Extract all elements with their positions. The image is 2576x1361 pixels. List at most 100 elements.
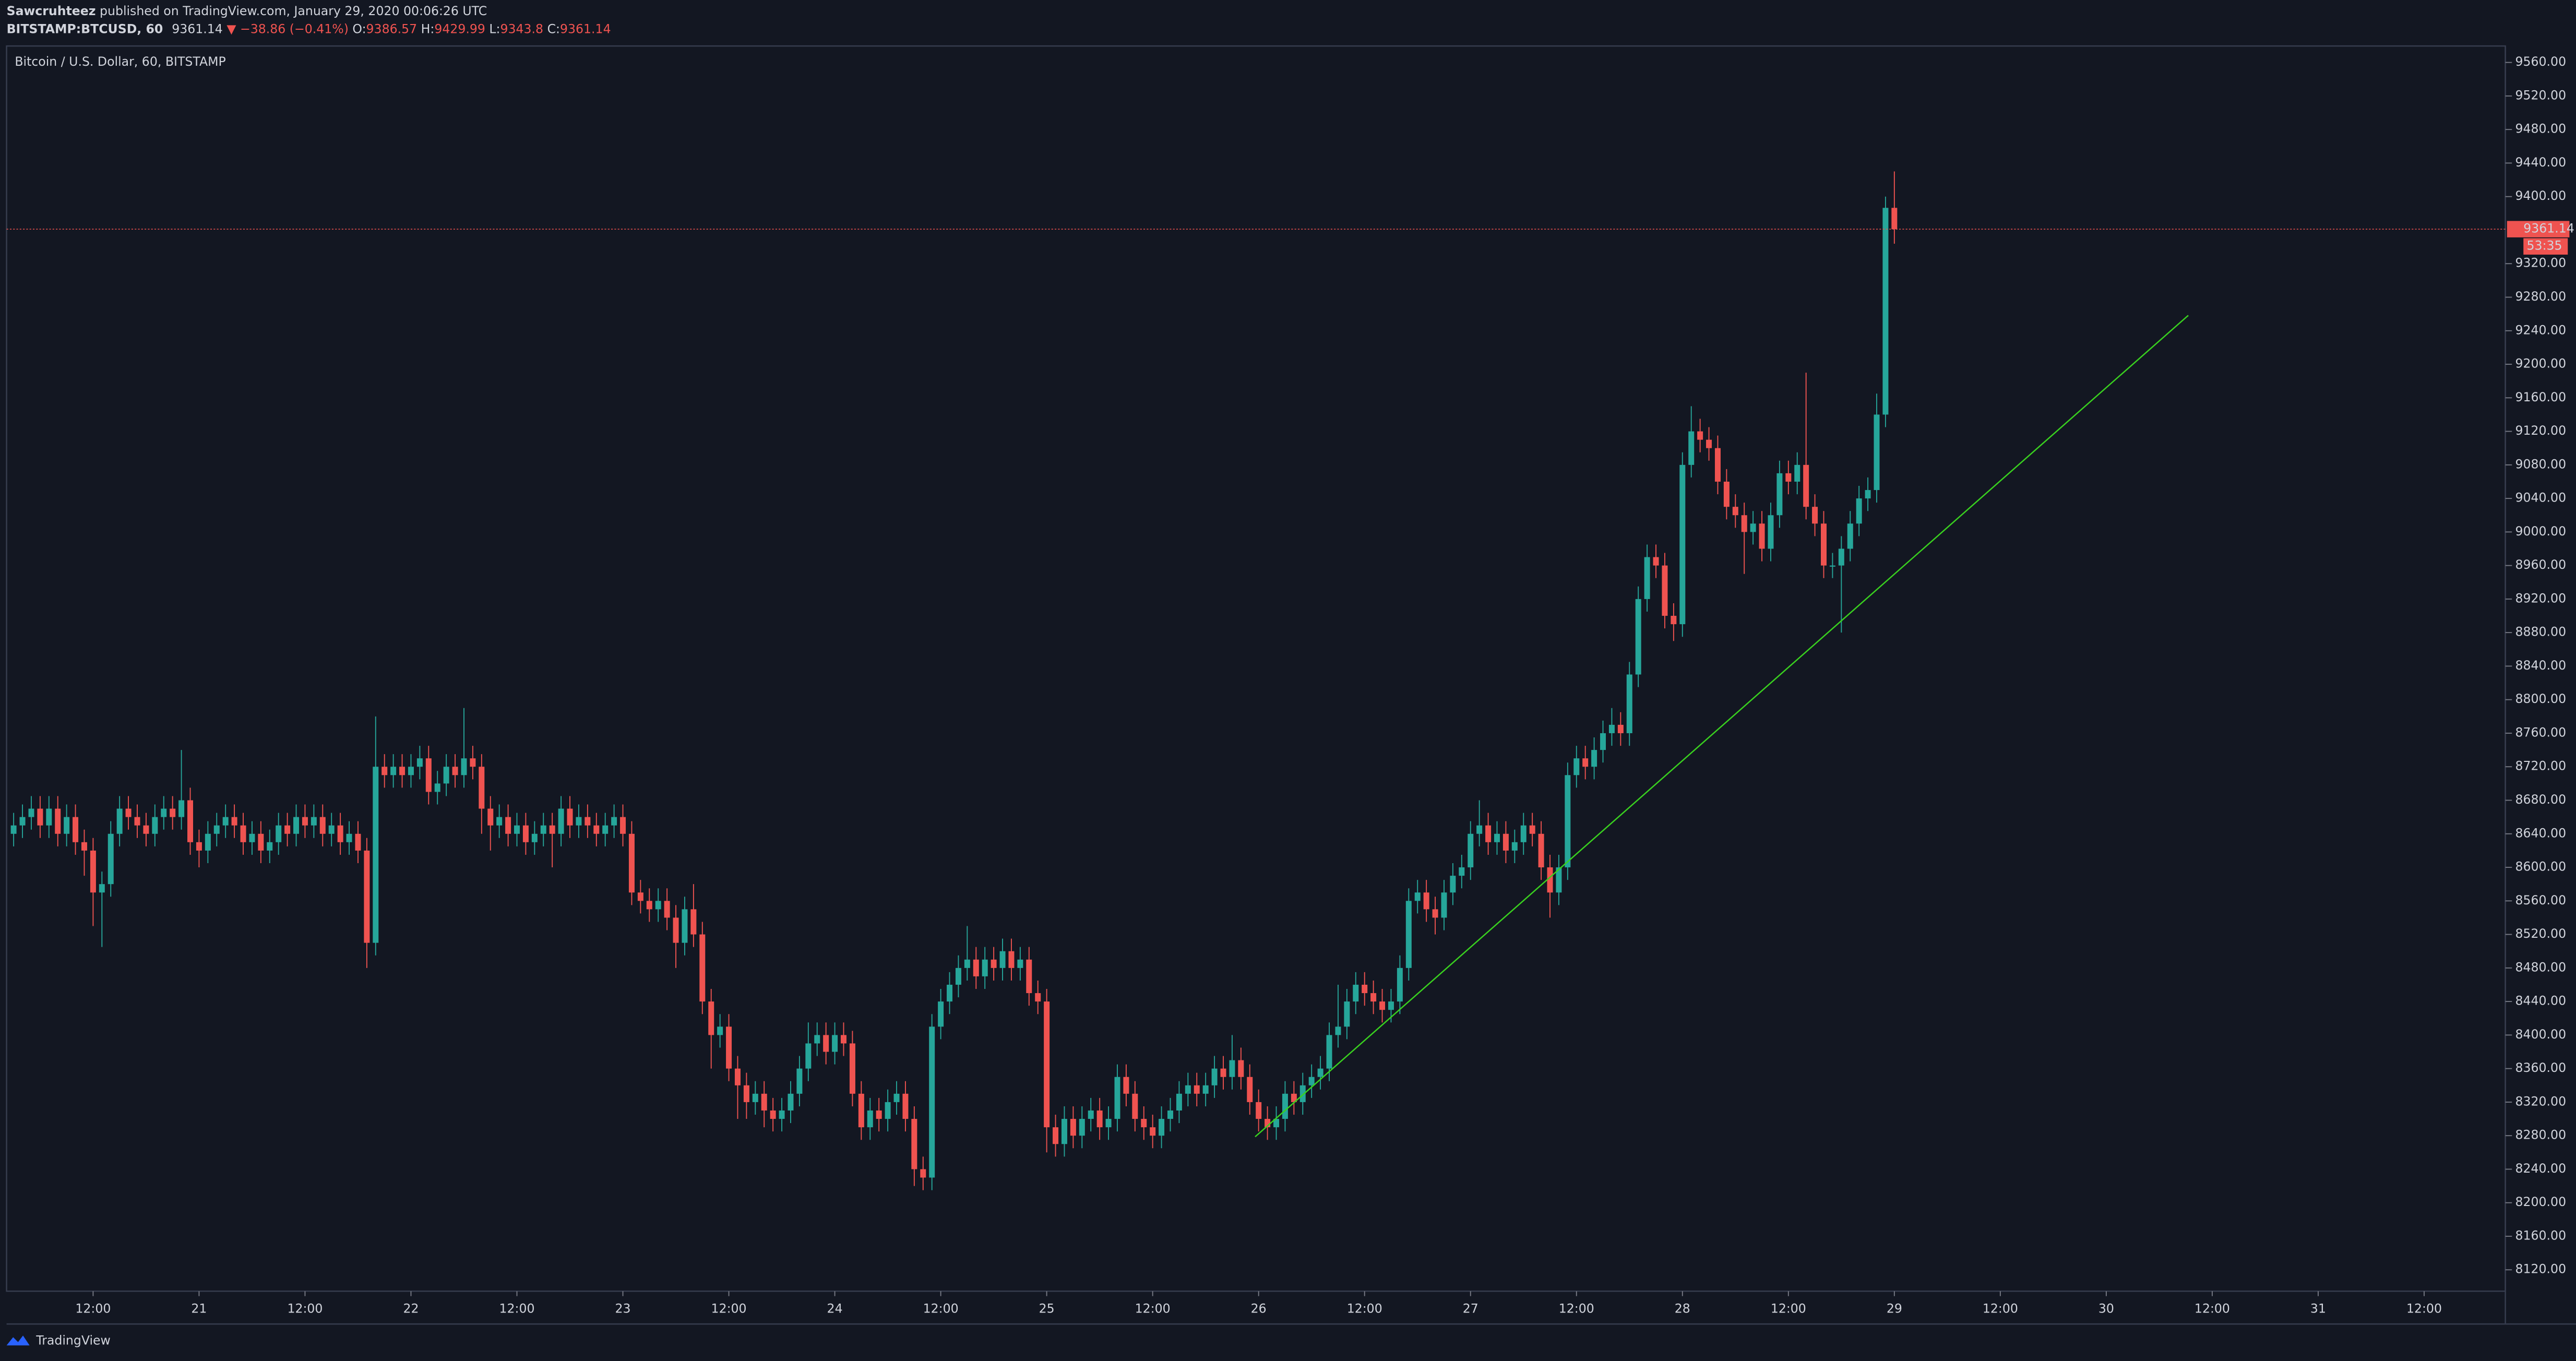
candle-body [1299,1085,1306,1102]
candle-body [1812,507,1818,524]
last-price-label: 9361.14 [2523,221,2574,236]
x-tick-label: 30 [2098,1301,2114,1316]
candle-body [1838,548,1844,566]
y-tick-label: 8640.00 [2515,826,2567,840]
candle-body [1776,473,1783,516]
y-tick-label: 9240.00 [2515,323,2567,337]
candle-body [152,817,158,834]
y-tick-label: 8480.00 [2515,960,2567,974]
y-tick-label: 8960.00 [2515,557,2567,572]
candle-body [1291,1093,1297,1102]
candle-body [399,767,406,775]
candle-body [1423,892,1429,910]
candle-body [1414,892,1421,901]
candle-body [1397,968,1403,1002]
symbol-line: BITSTAMP:BTCUSD, 60 9361.14 ▼ −38.86 (−0… [7,21,611,36]
candle-body [187,800,194,842]
candle-body [222,817,229,826]
candle-body [1132,1093,1138,1119]
candle-body [1653,557,1659,566]
candle-body [770,1110,776,1119]
y-tick-label: 9280.00 [2515,289,2567,304]
y-tick-label: 8440.00 [2515,994,2567,1008]
candle-body [1388,1001,1394,1010]
candle-body [1468,833,1474,868]
candle-body [1759,523,1765,549]
candle-body [1044,1001,1050,1128]
countdown-label: 53:35 [2527,238,2562,253]
candle-body [1785,473,1792,482]
candle-body [1688,431,1695,465]
candle-body [1185,1085,1191,1094]
legend-label: O: [352,21,366,36]
candle-body [1794,464,1800,482]
candle-body [143,825,149,834]
y-tick-label: 8880.00 [2515,625,2567,639]
candle-body [558,808,564,834]
candle-body [779,1110,785,1119]
candle-body [408,767,414,775]
candle-body [81,842,87,851]
y-tick-label: 8280.00 [2515,1128,2567,1142]
x-tick-label: 28 [1675,1301,1690,1316]
y-tick-label: 9040.00 [2515,491,2567,505]
candle-body [761,1093,767,1111]
candle-body [1626,674,1632,733]
candle-body [28,808,34,817]
candle-body [1679,464,1686,625]
legend-value: 9386.57 [366,21,418,36]
candle-body [1317,1068,1323,1077]
candle-body [258,833,264,851]
candle-body [788,1093,794,1111]
candle-body [602,825,609,834]
candle-body [161,808,167,817]
candle-body [1265,1119,1271,1128]
last-price: 9361.14 [172,21,223,36]
legend-label: H: [421,21,435,36]
candle-body [531,833,538,842]
candle-body [470,758,476,767]
candle-body [381,767,388,775]
candle-body [1379,1001,1386,1010]
candle-body [1308,1077,1315,1085]
candle-body [1096,1110,1103,1128]
y-tick-label: 9480.00 [2515,122,2567,136]
candle-body [973,959,979,976]
x-tick-label: 12:00 [75,1301,111,1316]
candle-body [116,808,123,834]
candle-body [876,1110,882,1119]
candle-body [814,1035,820,1044]
candle-body [1803,464,1809,507]
candle-body [1529,825,1535,834]
candle-body [1600,733,1606,750]
candle-body [311,817,317,826]
candle-body [496,817,503,826]
candle-body [1847,523,1853,549]
candle-body [302,817,308,826]
candle-body [1768,515,1774,549]
candle-body [832,1035,838,1052]
candle-body [1856,498,1862,524]
candle-body [717,1026,723,1035]
candle-body [1644,557,1650,599]
y-tick-label: 9520.00 [2515,88,2567,102]
candle-body [699,934,706,1002]
candle-body [858,1093,864,1128]
candle-body [655,901,661,910]
candle-body [628,833,635,893]
legend-value: 9429.99 [434,21,485,36]
brand-logo [6,1335,30,1346]
x-tick-label: 23 [615,1301,631,1316]
candle-body [125,808,132,817]
candle-body [1750,523,1756,532]
candle-body [849,1043,855,1094]
candle-body [1538,833,1544,868]
candle-body [991,959,997,968]
candle-body [911,1119,917,1169]
y-tick-label: 8320.00 [2515,1094,2567,1108]
y-tick-label: 8800.00 [2515,691,2567,706]
candle-body [434,783,440,792]
